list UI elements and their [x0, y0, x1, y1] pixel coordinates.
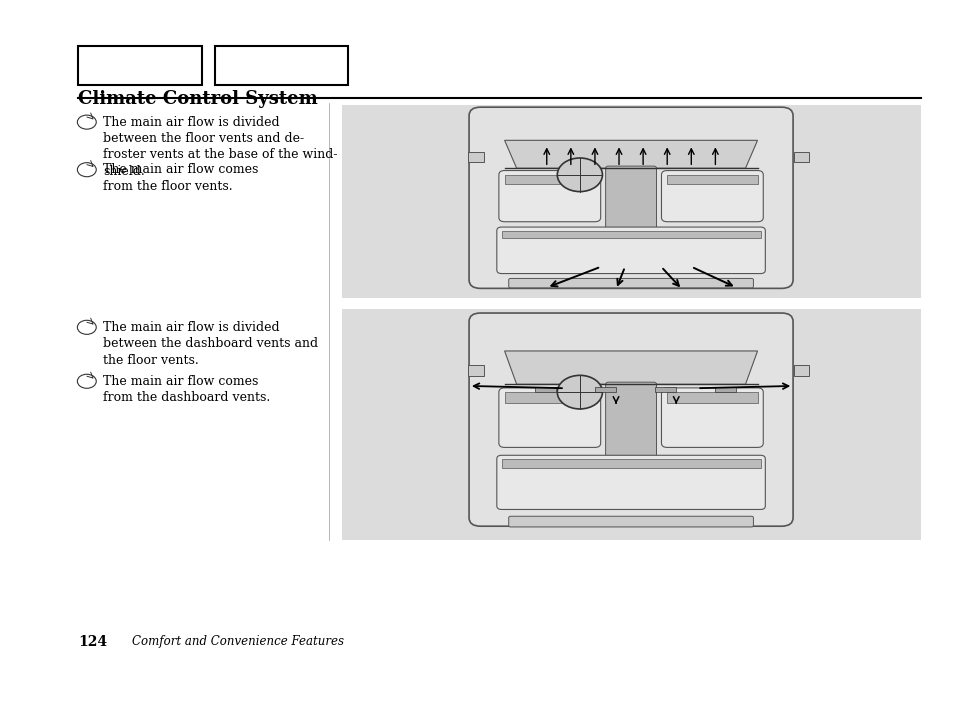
Text: The main air flow is divided: The main air flow is divided	[103, 321, 279, 334]
Bar	[666, 392, 757, 403]
Bar	[501, 231, 760, 239]
Circle shape	[557, 376, 602, 409]
Text: froster vents at the base of the wind-: froster vents at the base of the wind-	[103, 148, 337, 161]
Text: The main air flow comes: The main air flow comes	[103, 375, 258, 388]
Text: 124: 124	[78, 635, 108, 650]
Bar	[341, 105, 920, 298]
Text: from the floor vents.: from the floor vents.	[103, 180, 233, 192]
FancyBboxPatch shape	[497, 455, 764, 510]
Text: Climate Control System: Climate Control System	[78, 90, 317, 108]
Text: from the dashboard vents.: from the dashboard vents.	[103, 391, 270, 404]
Text: The main air flow comes: The main air flow comes	[103, 163, 258, 176]
Circle shape	[557, 158, 602, 192]
Text: between the floor vents and de-: between the floor vents and de-	[103, 132, 304, 145]
Text: the floor vents.: the floor vents.	[103, 354, 198, 366]
Bar	[793, 152, 808, 162]
Bar	[468, 365, 483, 376]
Bar	[214, 46, 348, 85]
FancyBboxPatch shape	[498, 170, 600, 222]
Bar	[468, 152, 483, 162]
FancyBboxPatch shape	[469, 107, 792, 288]
FancyBboxPatch shape	[660, 170, 762, 222]
Text: Comfort and Convenience Features: Comfort and Convenience Features	[132, 635, 343, 648]
Bar	[501, 459, 760, 469]
Bar	[793, 365, 808, 376]
Bar	[78, 46, 202, 85]
FancyBboxPatch shape	[497, 227, 764, 273]
Bar	[504, 392, 595, 403]
FancyBboxPatch shape	[660, 388, 762, 447]
Text: between the dashboard vents and: between the dashboard vents and	[103, 337, 317, 350]
Polygon shape	[504, 141, 757, 168]
Bar	[666, 175, 757, 184]
FancyBboxPatch shape	[508, 516, 753, 527]
FancyBboxPatch shape	[508, 278, 753, 288]
Bar	[341, 309, 920, 540]
FancyBboxPatch shape	[605, 166, 656, 262]
Text: The main air flow is divided: The main air flow is divided	[103, 116, 279, 129]
Bar	[715, 387, 736, 392]
Bar	[655, 387, 676, 392]
FancyBboxPatch shape	[605, 382, 656, 496]
Text: shield.: shield.	[103, 165, 145, 178]
Bar	[595, 387, 616, 392]
FancyBboxPatch shape	[469, 313, 792, 526]
FancyBboxPatch shape	[498, 388, 600, 447]
Polygon shape	[504, 351, 757, 384]
Bar	[504, 175, 595, 184]
Bar	[534, 387, 556, 392]
